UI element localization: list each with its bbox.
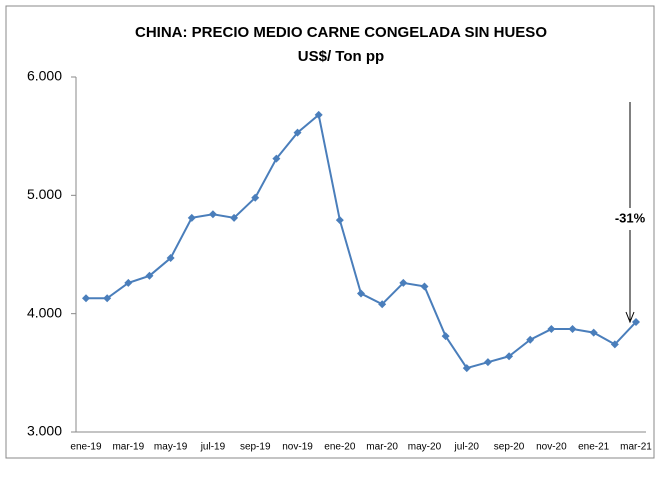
data-point <box>335 216 344 225</box>
data-point <box>547 325 556 334</box>
data-point <box>632 317 640 326</box>
data-point <box>208 210 217 219</box>
data-point <box>272 154 281 163</box>
chart-title: CHINA: PRECIO MEDIO CARNE CONGELADA SIN … <box>135 24 547 41</box>
data-point <box>293 128 302 137</box>
data-point <box>82 294 90 303</box>
x-tick-label: jul-20 <box>454 442 480 453</box>
y-tick-label: 6.000 <box>27 68 62 84</box>
data-point <box>230 213 239 222</box>
data-point <box>610 340 619 349</box>
data-point <box>441 332 450 341</box>
chart-frame <box>5 5 655 459</box>
x-tick-label: may-20 <box>408 442 442 453</box>
x-tick-label: nov-19 <box>282 442 313 453</box>
y-tick-label: 3.000 <box>27 423 62 439</box>
x-tick-label: nov-20 <box>536 442 567 453</box>
data-point <box>462 364 471 373</box>
x-tick-label: ene-19 <box>70 442 102 453</box>
data-point <box>166 254 175 263</box>
data-point <box>378 300 387 309</box>
data-point <box>357 289 365 298</box>
x-tick-label: sep-19 <box>240 442 271 453</box>
y-tick-label: 4.000 <box>27 304 62 320</box>
data-point <box>420 282 429 291</box>
x-tick-label: sep-20 <box>494 442 525 453</box>
arrow-head <box>625 311 635 324</box>
x-tick-label: mar-21 <box>620 442 652 453</box>
data-point <box>399 278 408 287</box>
data-point <box>103 294 112 303</box>
data-point <box>526 335 535 344</box>
x-tick-label: ene-21 <box>578 442 610 453</box>
chart-subtitle: US$/ Ton pp <box>298 48 384 65</box>
data-point <box>124 278 133 287</box>
x-tick-label: mar-20 <box>366 442 398 453</box>
data-point <box>568 325 577 334</box>
data-point <box>483 358 492 367</box>
data-point <box>145 271 154 280</box>
annotation: -31% <box>615 210 646 225</box>
data-point <box>314 110 323 119</box>
data-point <box>589 328 598 337</box>
x-tick-label: jul-19 <box>200 442 226 453</box>
y-tick-label: 5.000 <box>27 186 62 202</box>
x-tick-label: ene-20 <box>324 442 356 453</box>
data-point <box>251 193 260 202</box>
annotation-bg <box>608 208 652 230</box>
x-tick-label: may-19 <box>154 442 188 453</box>
x-tick-label: mar-19 <box>112 442 144 453</box>
data-point <box>505 352 514 361</box>
data-point <box>187 213 196 222</box>
